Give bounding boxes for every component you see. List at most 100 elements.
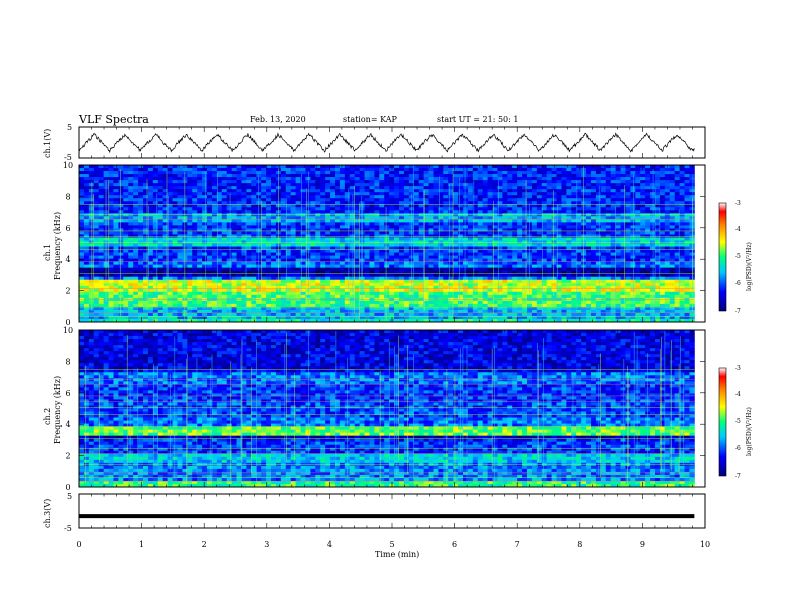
spec-cell	[162, 276, 169, 281]
spec-cell	[138, 174, 144, 178]
spec-cell	[325, 231, 331, 235]
spec-cell	[246, 279, 252, 284]
spec-cell	[659, 180, 666, 184]
spec-cell	[403, 189, 410, 193]
spec-cell	[202, 186, 208, 190]
spec-cell	[581, 255, 587, 259]
spec-cell	[266, 213, 272, 217]
spec-cell	[546, 183, 552, 187]
spec-cell	[487, 270, 493, 275]
spec-cell	[477, 243, 484, 247]
spec-cell	[339, 258, 346, 263]
spec-cell	[590, 195, 597, 199]
spec-cell	[216, 234, 223, 238]
spec-cell	[108, 240, 114, 244]
spec-cell	[211, 222, 218, 226]
spec-cell	[157, 255, 164, 259]
spec-cell	[369, 249, 375, 253]
spec-cell	[305, 228, 311, 232]
spec-cell	[270, 207, 277, 211]
spec-cell	[428, 267, 434, 272]
spec-cell	[610, 240, 616, 244]
spec-cell	[330, 246, 336, 250]
spec-cell	[600, 177, 607, 181]
spec-cell	[610, 207, 616, 211]
spec-cell	[113, 234, 119, 238]
spec-cell	[531, 171, 538, 175]
spec-cell	[261, 204, 267, 208]
spec-cell	[211, 207, 218, 211]
spec-cell	[187, 255, 193, 259]
spec-cell	[206, 177, 213, 181]
spec-cell	[374, 252, 380, 256]
spec-cell	[123, 264, 129, 269]
spec-cell	[325, 198, 331, 202]
spec-cell	[211, 213, 218, 217]
spec-cell	[266, 261, 272, 266]
spec-cell	[128, 246, 134, 250]
spec-cell	[620, 171, 626, 175]
spec-cell	[162, 195, 169, 199]
spec-cell	[123, 243, 129, 247]
spec-cell	[162, 228, 169, 232]
spec-cell	[561, 225, 567, 229]
spec-cell	[93, 234, 100, 238]
spec-cell	[162, 270, 169, 275]
spec-cell	[654, 222, 661, 226]
spec-cell	[492, 267, 498, 272]
spec-cell	[330, 264, 336, 269]
spec-cell	[556, 210, 562, 214]
spec-cell	[349, 171, 356, 175]
spec-cell	[138, 207, 144, 211]
spec-cell	[270, 213, 277, 217]
spec-cell	[531, 207, 538, 211]
spec-cell	[654, 198, 661, 202]
spec-cell	[492, 252, 498, 256]
spec-cell	[418, 198, 424, 202]
spec-cell	[246, 177, 252, 181]
spec-cell	[630, 180, 636, 184]
spec-cell	[334, 249, 341, 253]
spec-cell	[497, 210, 503, 214]
spec-cell	[640, 267, 646, 272]
spec-cell	[88, 270, 95, 275]
spec-cell	[625, 267, 631, 272]
spec-cell	[517, 276, 523, 281]
spec-cell	[315, 234, 321, 238]
spec-cell	[654, 189, 661, 193]
spec-cell	[167, 255, 173, 259]
spec-cell	[88, 231, 95, 235]
spec-cell	[93, 270, 100, 275]
spec-cell	[443, 204, 449, 208]
spec-cell	[640, 180, 646, 184]
spec-cell	[625, 279, 631, 284]
spec-cell	[418, 243, 424, 247]
spec-cell	[108, 213, 114, 217]
spec-cell	[93, 210, 100, 214]
spec-cell	[551, 270, 557, 275]
spec-cell	[600, 189, 607, 193]
spec-cell	[315, 255, 321, 259]
spec-cell	[108, 183, 114, 187]
spec-cell	[79, 240, 85, 244]
spec-cell	[600, 210, 607, 214]
spec-cell	[467, 198, 474, 202]
spec-cell	[162, 210, 169, 214]
spec-cell	[625, 210, 631, 214]
spec-cell	[561, 189, 567, 193]
spec-cell	[536, 177, 543, 181]
spec-cell	[157, 171, 164, 175]
spec-cell	[566, 228, 572, 232]
spec-cell	[418, 252, 424, 256]
spec-cell	[364, 222, 370, 226]
spec-cell	[315, 195, 321, 199]
spec-cell	[384, 270, 390, 275]
spec-cell	[625, 222, 631, 226]
spec-cell	[349, 177, 356, 181]
spec-cell	[438, 168, 444, 172]
spec-cell	[650, 228, 656, 232]
spec-cell	[684, 228, 690, 232]
spec-cell	[581, 177, 587, 181]
spec-cell	[566, 189, 572, 193]
spec-cell	[138, 225, 144, 229]
